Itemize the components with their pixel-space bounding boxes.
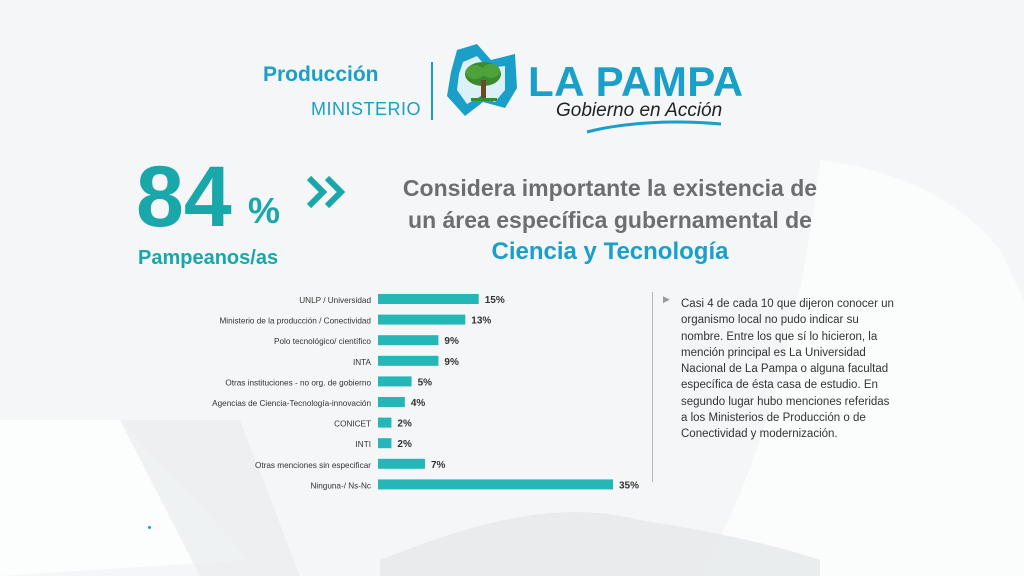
category-label: Otras menciones sin especificar — [255, 461, 371, 470]
category-label: INTA — [353, 358, 372, 367]
category-label: CONICET — [334, 420, 371, 429]
highlight-label: Pampeanos/as — [138, 247, 279, 269]
data-label: 4% — [411, 398, 426, 409]
category-label: INTI — [356, 440, 371, 449]
highlight-percent-sign: % — [248, 190, 281, 231]
brand-tagline: Gobierno en Acción — [556, 100, 723, 121]
decorative-dot — [148, 526, 151, 529]
double-chevron-right-icon — [306, 175, 346, 209]
swoosh-underline-icon — [586, 120, 722, 134]
bar — [378, 314, 466, 325]
category-label: UNLP / Universidad — [299, 296, 371, 305]
bar — [378, 438, 392, 449]
data-label: 2% — [397, 419, 412, 430]
bar — [378, 294, 479, 304]
highlight-percent-value: 84 — [136, 149, 232, 245]
bar — [378, 458, 425, 469]
header-divider — [431, 62, 433, 120]
data-label: 7% — [431, 460, 446, 471]
note-text: Casi 4 de cada 10 que dijeron conocer un… — [681, 298, 894, 441]
headline-line-2: un área específica gubernamental de — [408, 207, 812, 233]
data-label: 5% — [418, 377, 433, 388]
headline-line-3: Ciencia y Tecnología — [491, 238, 729, 265]
bar — [378, 335, 439, 346]
category-label: Otras instituciones - no org. de gobiern… — [225, 378, 371, 387]
data-label: 13% — [471, 316, 491, 327]
headline: Considera importante la existencia de un… — [360, 172, 860, 268]
bar — [378, 417, 392, 428]
ministry-title: Producción — [263, 63, 379, 86]
data-label: 2% — [397, 439, 412, 450]
data-label: 9% — [444, 357, 459, 368]
category-label: Agencias de Ciencia-Tecnología-innovació… — [212, 399, 371, 408]
headline-line-1: Considera importante la existencia de — [402, 175, 818, 201]
category-label: Ministerio de la producción / Conectivid… — [219, 317, 371, 326]
bar — [378, 479, 613, 490]
data-label: 9% — [444, 336, 459, 347]
bar — [378, 376, 412, 387]
data-label: 15% — [485, 295, 505, 306]
category-label: Ninguna-/ Ns-Nc — [310, 481, 371, 490]
ministry-subtitle: MINISTERIO — [311, 99, 422, 119]
bar — [378, 355, 439, 366]
brand-name: LA PAMPA — [528, 58, 744, 105]
note-divider — [652, 292, 653, 482]
la-pampa-logo-icon — [447, 44, 517, 116]
data-label: 35% — [619, 480, 639, 491]
category-label: Polo tecnológico/ científico — [274, 337, 371, 346]
bar — [378, 397, 405, 407]
triangle-bullet-icon: ▶ — [663, 294, 670, 304]
